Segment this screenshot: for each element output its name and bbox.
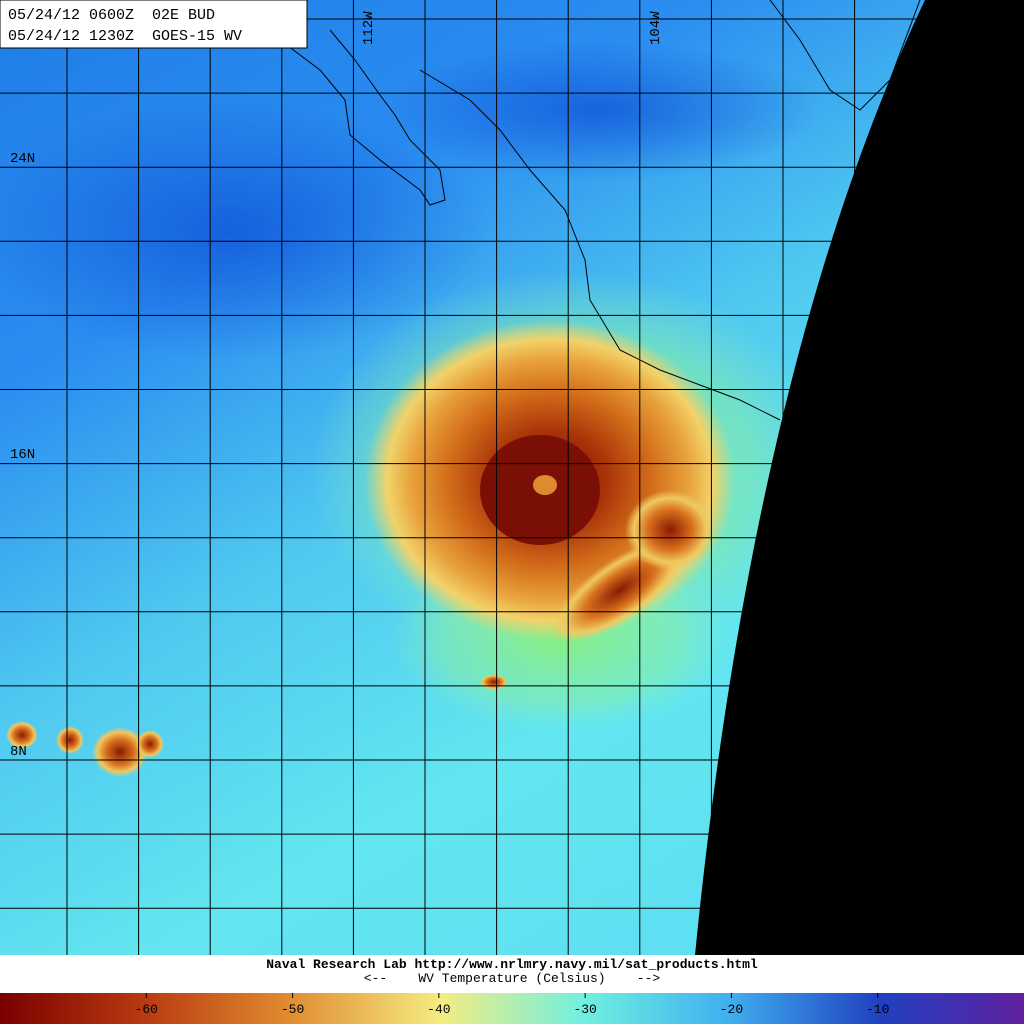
colorbar-tick-label: -20 (720, 1002, 743, 1017)
colorbar-tick-label: -10 (866, 1002, 889, 1017)
colorbar (0, 993, 1024, 1024)
footer-source: Naval Research Lab http://www.nrlmry.nav… (266, 957, 758, 972)
longitude-label: 104W (648, 11, 664, 45)
rainband (625, 490, 715, 570)
grid-labels: 24N 16N 8N 112W 104W (10, 11, 664, 760)
convective-cell (480, 674, 508, 690)
colorbar-tick-label: -30 (573, 1002, 596, 1017)
colorbar-tick-label: -60 (135, 1002, 158, 1017)
convective-cell (56, 726, 84, 754)
header-line: 05/24/12 1230Z GOES-15 WV (8, 28, 242, 45)
latitude-label: 8N (10, 744, 27, 760)
convective-cell (6, 721, 38, 749)
longitude-label: 112W (361, 11, 377, 45)
convective-cell (92, 727, 148, 777)
storm-eye (533, 475, 557, 495)
colorbar-title: <-- WV Temperature (Celsius) --> (364, 971, 661, 986)
footer (0, 955, 1024, 993)
colorbar-tick-label: -40 (427, 1002, 450, 1017)
header-box (0, 0, 308, 49)
header-line: 05/24/12 0600Z 02E BUD (8, 7, 215, 24)
coastline (279, 0, 921, 421)
dry-region (0, 100, 490, 360)
latitude-label: 24N (10, 151, 35, 167)
convective-cell (136, 730, 164, 758)
earth-limb (695, 0, 1024, 955)
colorbar-tick-label: -50 (281, 1002, 304, 1017)
dry-region (380, 40, 820, 180)
latitude-label: 16N (10, 447, 35, 463)
